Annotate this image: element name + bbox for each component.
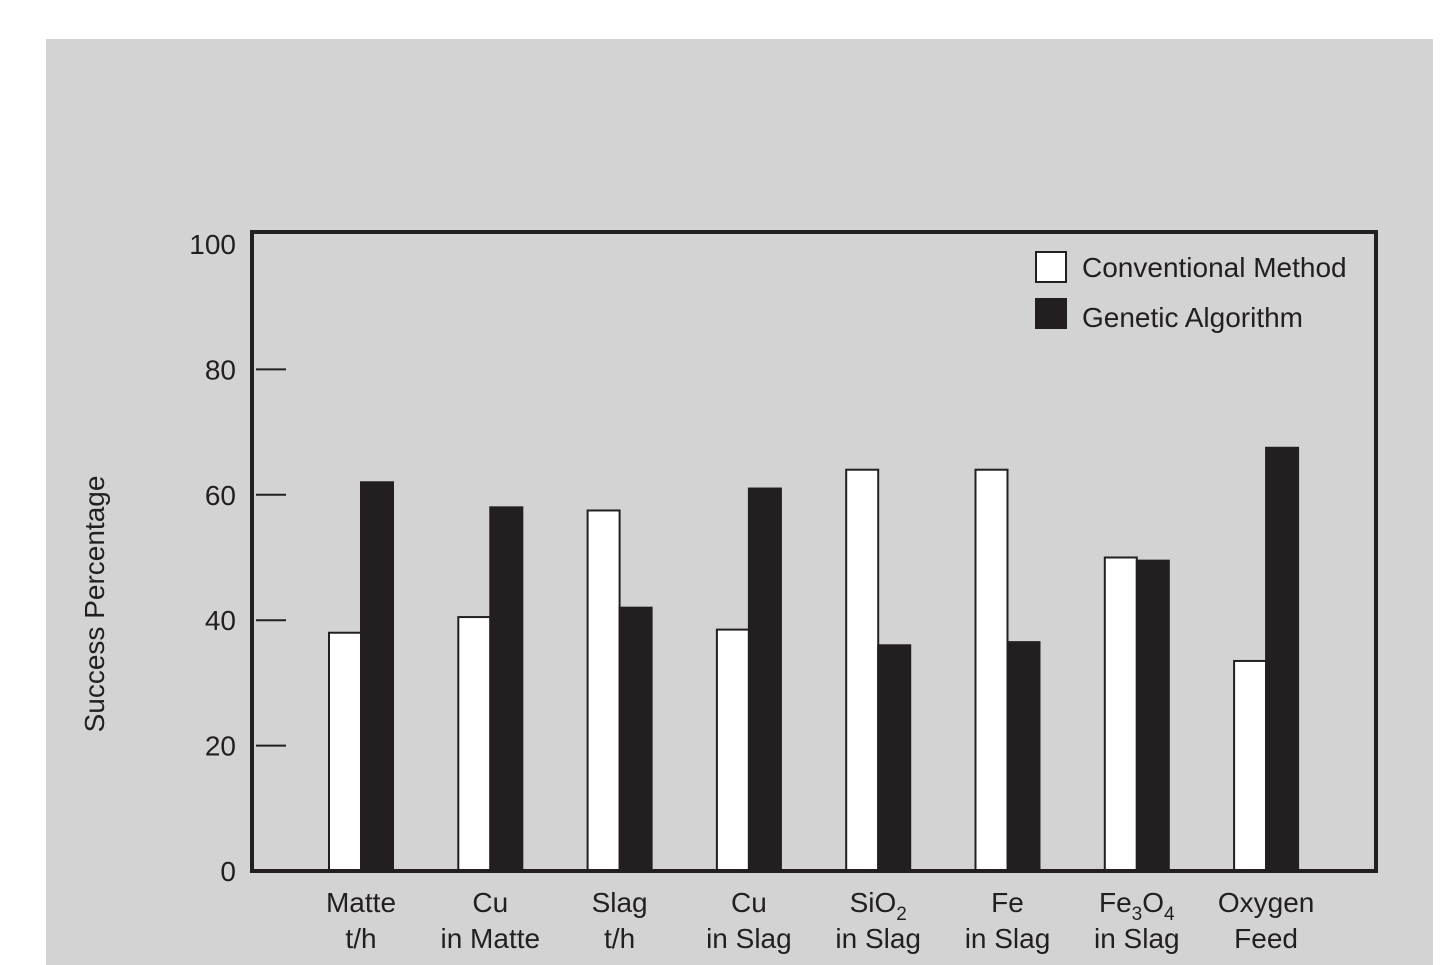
bar-conventional-method	[586, 509, 621, 872]
category-label-line1: Matte	[326, 887, 396, 918]
bars	[328, 446, 1300, 873]
bar-genetic-algorithm	[877, 644, 912, 873]
bar-conventional-method	[974, 468, 1009, 872]
y-tick-label: 100	[189, 229, 236, 260]
category-label-line1: Cu	[472, 887, 508, 918]
y-axis-title-group: Success Percentage	[79, 476, 110, 733]
bar-conventional-method	[328, 631, 362, 872]
bar-conventional-method	[457, 616, 492, 872]
y-tick-label: 40	[205, 605, 236, 636]
category-label-line2: t/h	[345, 923, 376, 954]
category-label-line1: Fe	[991, 887, 1024, 918]
category-label-line1: Fe3O4	[1099, 887, 1175, 925]
legend-label-genetic: Genetic Algorithm	[1082, 302, 1303, 333]
legend: Conventional Method Genetic Algorithm	[1035, 251, 1347, 333]
legend-swatch-genetic	[1035, 298, 1067, 329]
category-label-line1: SiO2	[850, 887, 907, 925]
category-label-line2: t/h	[604, 923, 635, 954]
y-tick-label: 20	[205, 731, 236, 762]
bar-conventional-method	[845, 468, 880, 872]
bar-conventional-method	[1103, 556, 1138, 872]
bar-genetic-algorithm	[360, 481, 394, 872]
category-label-line2: in Slag	[706, 923, 792, 954]
category-label-line2: in Slag	[835, 923, 921, 954]
category-label-line1: Slag	[592, 887, 648, 918]
category-label-line2: Feed	[1234, 923, 1298, 954]
y-axis-title: Success Percentage	[79, 476, 110, 733]
bar-conventional-method	[715, 628, 750, 872]
y-axis: 0 20 40 60 80 100	[189, 229, 286, 887]
category-label-line2: in Matte	[440, 923, 540, 954]
category-label-line1: Cu	[731, 887, 767, 918]
y-tick-label: 80	[205, 354, 236, 385]
bar-genetic-algorithm	[747, 487, 782, 872]
legend-label-conventional: Conventional Method	[1082, 252, 1347, 283]
category-label-line2: in Slag	[1094, 923, 1180, 954]
bar-genetic-algorithm	[1135, 559, 1170, 872]
category-label-line2: in Slag	[965, 923, 1051, 954]
bar-genetic-algorithm	[1006, 641, 1041, 873]
legend-swatch-conventional	[1035, 251, 1067, 283]
plot-area-frame	[250, 230, 1378, 873]
y-tick-label: 60	[205, 480, 236, 511]
bar-conventional-method	[1233, 659, 1268, 873]
bar-genetic-algorithm	[489, 506, 524, 872]
y-tick-label: 0	[220, 856, 236, 887]
category-label-line1: Oxygen	[1218, 887, 1315, 918]
bar-genetic-algorithm	[618, 606, 653, 872]
bar-genetic-algorithm	[1265, 446, 1300, 872]
